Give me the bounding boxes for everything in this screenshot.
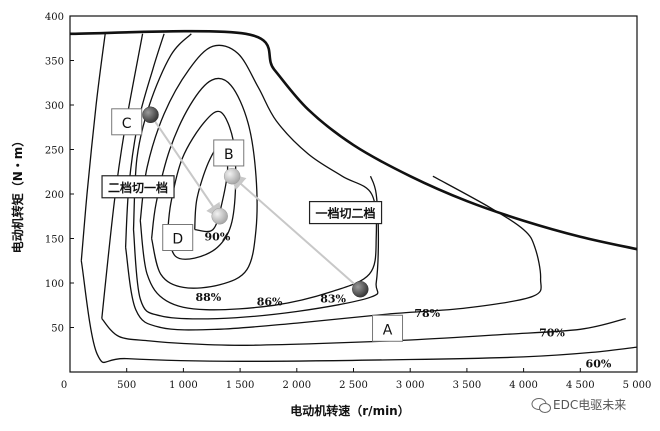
shift-label-A-B: 一档切二档 — [316, 206, 376, 221]
contour-60pct-10 — [80, 33, 106, 261]
point-label-B: B — [224, 147, 234, 163]
contour-70pct-8 — [101, 33, 144, 319]
y-tick-label: 350 — [45, 57, 64, 68]
contour-76pct-7 — [124, 175, 542, 331]
efficiency-label-88pct: 88% — [195, 291, 221, 304]
y-tick-label: 50 — [51, 324, 64, 335]
operating-points: A B C D — [111, 106, 404, 342]
x-tick-label: 2 000 — [282, 380, 311, 391]
y-tick-label: 250 — [45, 146, 64, 157]
x-tick-label: 3 500 — [453, 380, 482, 391]
efficiency-label-90pct: 90% — [205, 230, 231, 243]
y-tick-label: 300 — [45, 101, 64, 112]
efficiency-label-70pct: 70% — [539, 326, 565, 339]
x-tick-label: 1 000 — [169, 380, 198, 391]
point-C — [142, 106, 159, 124]
y-tick-label: 400 — [45, 12, 64, 23]
point-label-C: C — [122, 116, 132, 132]
shift-labels: 一档切二档 二档切一档 — [101, 175, 383, 225]
x-tick-label: 3 000 — [396, 380, 425, 391]
y-axis-ticks: 50 100 150 200 250 300 350 400 — [45, 12, 74, 335]
wechat-icon — [531, 398, 551, 413]
point-label-box-A — [372, 314, 404, 342]
efficiency-label-78pct: 78% — [414, 307, 440, 320]
efficiency-label-83pct: 83% — [320, 293, 346, 306]
x-tick-label: 5 000 — [623, 380, 652, 391]
shift-arrows — [149, 114, 361, 290]
point-label-box-C — [111, 108, 143, 136]
efficiency-label-60pct: 60% — [586, 358, 612, 371]
y-tick-label: 200 — [45, 190, 64, 201]
point-label-box-B — [213, 139, 245, 167]
shift-arrow-A-B — [229, 173, 361, 290]
x-tick-label: 1 500 — [226, 380, 255, 391]
shift-label-C-D: 二档切一档 — [108, 180, 168, 195]
watermark: EDC电驱未来 — [531, 398, 626, 413]
point-label-D: D — [172, 232, 183, 248]
x-tick-label: 2 500 — [339, 380, 368, 391]
contour-70pct-9 — [101, 317, 626, 346]
max-torque-curve — [69, 29, 638, 251]
x-tick-label: 4 000 — [509, 380, 538, 391]
watermark-text: EDC电驱未来 — [553, 398, 626, 412]
x-tick-label: 0 — [61, 380, 67, 391]
y-tick-label: 150 — [45, 235, 64, 246]
contour-76pct-6 — [124, 33, 165, 248]
point-label-box-D — [162, 224, 194, 251]
point-label-A: A — [383, 322, 393, 338]
max-torque-line — [69, 29, 638, 251]
efficiency-labels: 90% 88% 86% 83% 78% 70% 60% — [195, 230, 611, 370]
point-B — [223, 167, 241, 185]
x-tick-label: 4 500 — [566, 380, 595, 391]
point-D — [211, 208, 228, 225]
contour-83pct-3 — [139, 44, 378, 311]
x-tick-label: 500 — [117, 380, 136, 391]
x-axis-label: 电动机转速（r/min） — [290, 403, 409, 418]
point-A — [352, 280, 369, 298]
contour-60pct-11 — [80, 260, 638, 364]
shift-label-box-A-B — [308, 200, 383, 225]
y-axis-label: 电动机转矩（N・m） — [10, 135, 25, 254]
y-tick-label: 100 — [45, 279, 64, 290]
efficiency-label-86pct: 86% — [257, 295, 283, 308]
shift-label-box-C-D — [101, 175, 175, 199]
x-axis-ticks: 0 500 1 000 1 500 2 000 2 500 3 000 3 500 4 000 4… — [61, 368, 652, 391]
shift-arrow-C-D — [149, 114, 222, 220]
